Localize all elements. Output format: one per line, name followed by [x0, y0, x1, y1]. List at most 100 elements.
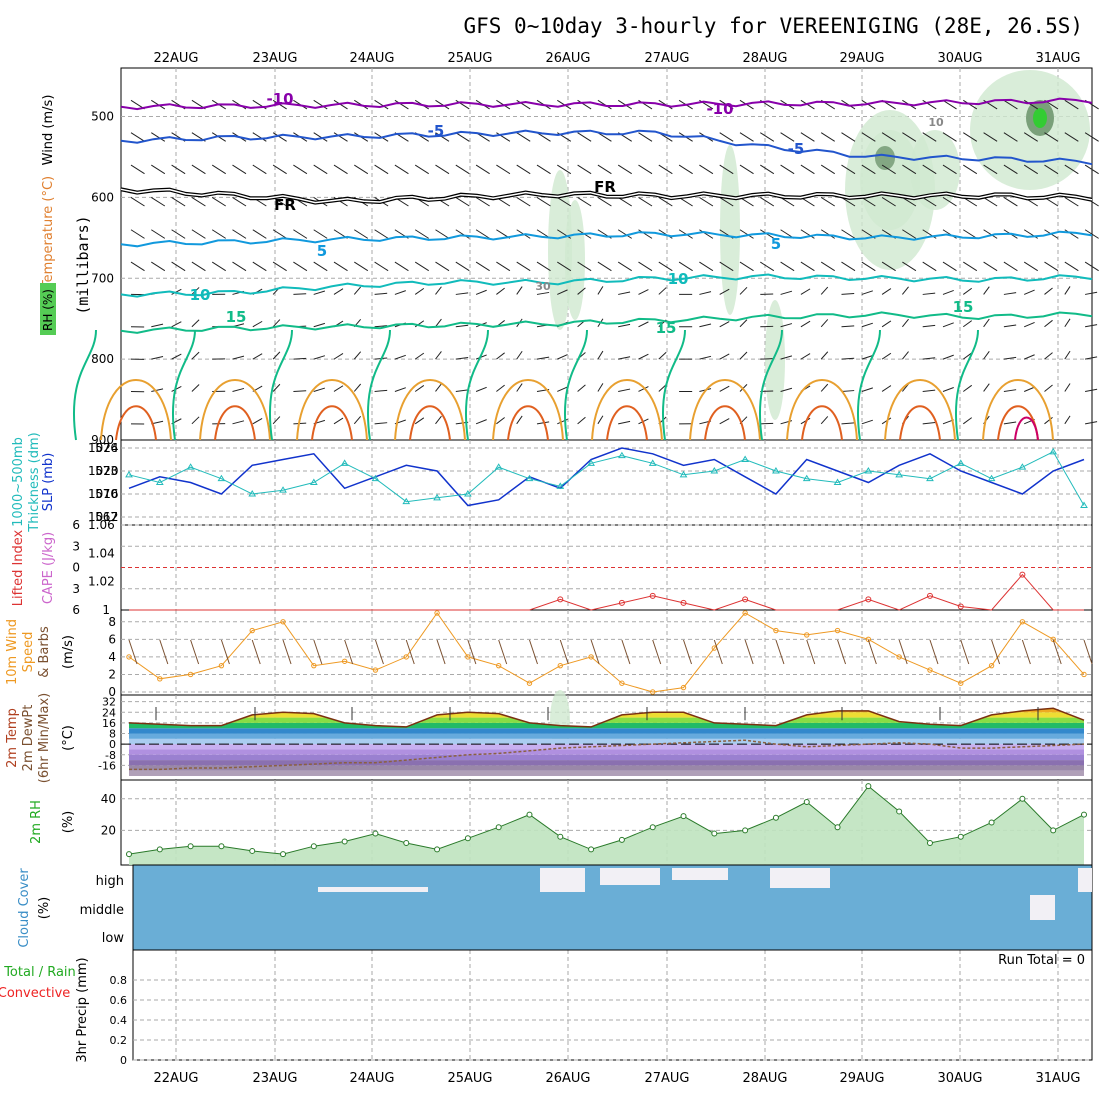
wind-barb — [334, 418, 343, 424]
wind-barb — [821, 352, 828, 359]
temp-band — [121, 749, 1092, 754]
rh2m-point — [681, 814, 686, 819]
p4-ylabel-left2: Speed — [21, 632, 36, 673]
rh2m-point — [250, 848, 255, 853]
wind-barb — [639, 322, 649, 327]
hot-contour — [998, 406, 1038, 440]
wind-barb — [293, 165, 307, 174]
wind-barb — [1004, 325, 1016, 327]
wind-barb — [984, 287, 990, 295]
tick-label: 40 — [101, 792, 116, 806]
p8-ylabel-unit: 3hr Precip (mm) — [75, 957, 90, 1062]
wind-barb — [842, 133, 856, 142]
wind-barb — [354, 416, 360, 423]
wind-barb — [1085, 422, 1097, 424]
wind-barb — [334, 353, 343, 359]
hot-contour — [312, 406, 352, 440]
tick-label: 500 — [91, 110, 114, 124]
wind-barb — [1045, 385, 1053, 391]
hot-contour — [705, 406, 745, 440]
wind-barb — [639, 290, 649, 295]
cloud-gap — [540, 868, 585, 892]
rh2m-point — [157, 847, 162, 852]
wind-barb — [192, 262, 206, 271]
wind-barb — [882, 386, 891, 392]
wind-barb — [273, 417, 280, 424]
wind-barb — [192, 165, 206, 174]
run-total-label: Run Total = 0 — [998, 953, 1085, 968]
rh2m-point — [835, 825, 840, 830]
wind-barb — [375, 165, 389, 174]
warm-15-contour — [74, 330, 96, 440]
thickness-point — [188, 464, 194, 469]
wind-speed-line — [129, 613, 1084, 692]
cloud-level-label: middle — [80, 903, 124, 918]
contour-label: 10 — [928, 116, 944, 129]
wind-barb — [639, 262, 653, 271]
surface-wind-barb — [345, 640, 353, 664]
temp-band — [121, 702, 1092, 707]
p8-label-left: Total / Rain — [3, 965, 76, 980]
wind-barb — [679, 165, 693, 174]
wind-barb — [436, 319, 442, 327]
wind-barb — [253, 165, 267, 174]
wind-barb — [334, 289, 343, 295]
wind-barb — [253, 262, 267, 271]
wind-barb — [842, 326, 855, 327]
p1-ylabel-wind: Wind (m/s) — [41, 95, 56, 166]
day-label-bottom: 25AUG — [447, 1071, 492, 1086]
surface-wind-barb — [375, 640, 383, 664]
wind-barb — [760, 133, 774, 142]
temp-band — [121, 728, 1092, 733]
wind-barb — [1065, 286, 1070, 294]
wind-barb — [699, 262, 713, 271]
surface-wind-barb — [899, 640, 907, 664]
cloud-level-label: high — [96, 874, 124, 889]
chart-title: GFS 0~10day 3-hourly for VEREENIGING (28… — [463, 14, 1083, 38]
day-label-top: 28AUG — [742, 51, 787, 66]
wind-barb — [923, 390, 935, 391]
wind-barb — [314, 230, 328, 239]
cloud-gap — [318, 887, 428, 892]
wind-barb — [517, 384, 522, 392]
wind-barb — [760, 262, 774, 271]
rh2m-point — [1082, 812, 1087, 817]
rh2m-point — [958, 834, 963, 839]
wind-barb — [720, 354, 730, 359]
surface-wind-barb — [468, 640, 476, 664]
p5-ylabel-unit: (°C) — [61, 725, 76, 751]
tick-label: 6 — [72, 603, 80, 617]
p2-ylabel-left: 1000~500mb — [11, 437, 26, 527]
warm-contour — [592, 380, 662, 440]
wind-barb — [842, 391, 855, 392]
rh2m-point — [773, 815, 778, 820]
wind-barb — [618, 421, 630, 423]
warm-15-contour — [858, 330, 880, 440]
tick-label: 8 — [108, 615, 116, 629]
p5-ylabel-left3: (6hr Min/Max) — [37, 693, 52, 783]
wind-barb — [151, 197, 165, 206]
surface-wind-barb — [1022, 640, 1030, 664]
wind-barb — [801, 354, 810, 360]
wind-barb — [699, 197, 713, 206]
surface-wind-barb — [499, 640, 507, 664]
wind-barb — [476, 420, 487, 424]
p3-ylabel-right: CAPE (J/kg) — [41, 532, 56, 604]
wind-barb — [984, 319, 990, 327]
wind-barb — [517, 197, 531, 206]
wind-barb — [639, 230, 653, 239]
p7-ylabel-left: Cloud Cover — [17, 868, 32, 948]
temp-dewpt-panel — [121, 702, 1092, 776]
surface-wind-barb — [838, 640, 846, 664]
contour-label: 30 — [535, 280, 551, 293]
wind-barb — [354, 287, 360, 294]
wind-barb — [923, 293, 935, 294]
contour-label: 15 — [656, 319, 677, 337]
rh2m-point — [927, 841, 932, 846]
wind-barb — [212, 262, 226, 271]
wind-barb — [984, 384, 990, 392]
wind-barb — [821, 287, 828, 294]
day-label-bottom: 23AUG — [252, 1071, 297, 1086]
wind-barb — [923, 422, 935, 423]
wind-barb — [801, 262, 815, 271]
